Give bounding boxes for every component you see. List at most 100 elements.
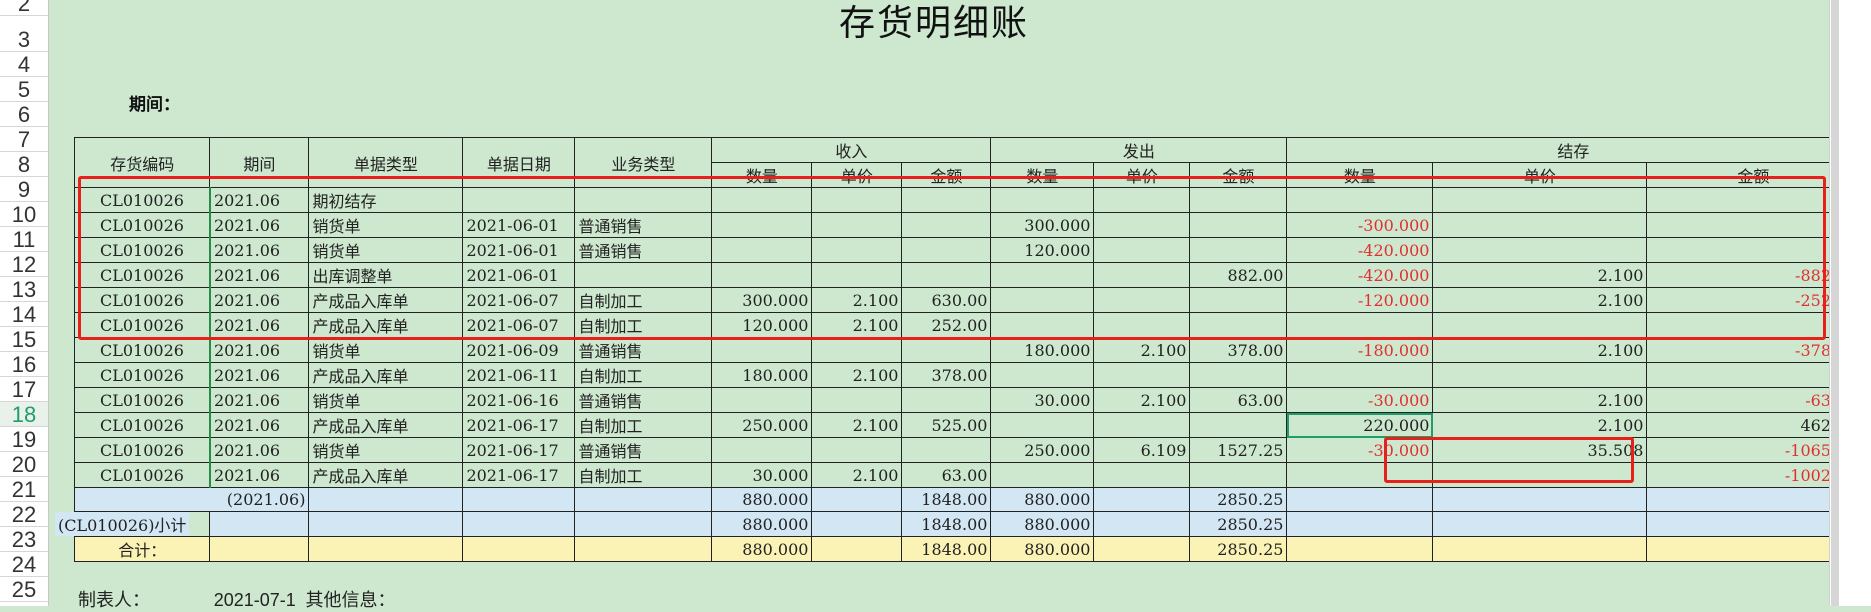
cell-doc-date[interactable]: 2021-06-01 (462, 262, 576, 288)
row-number[interactable]: 2 (0, 0, 48, 16)
row-number[interactable]: 11 (0, 227, 48, 252)
cell-doc-type[interactable]: 销货单 (308, 337, 464, 363)
cell-bal-amount[interactable]: -882.00 (1646, 262, 1861, 288)
subtotal-period-out-qty[interactable]: 880.000 (990, 487, 1095, 512)
col-header-bal-price[interactable]: 单价 (1432, 162, 1648, 188)
total-out-qty[interactable]: 880.000 (990, 536, 1095, 562)
cell-out-amount[interactable]: 378.00 (1189, 337, 1288, 363)
cell-out-qty[interactable] (990, 362, 1095, 388)
cell-in-price[interactable]: 2.100 (811, 412, 903, 438)
row-number[interactable]: 24 (0, 552, 48, 577)
cell-out-qty[interactable]: 30.000 (990, 387, 1095, 413)
cell-out-qty[interactable] (990, 262, 1095, 288)
cell-bal-price[interactable] (1432, 237, 1648, 263)
subtotal-item-out-qty[interactable]: 880.000 (990, 511, 1095, 537)
cell[interactable] (462, 487, 576, 512)
row-number[interactable]: 20 (0, 452, 48, 477)
cell-period[interactable]: 2021.06 (208, 337, 310, 363)
cell-bal-price[interactable] (1432, 187, 1648, 213)
cell-in-amount[interactable]: 378.00 (901, 362, 992, 388)
cell-out-price[interactable] (1093, 362, 1191, 388)
subtotal-item-out-amount[interactable]: 2850.25 (1189, 511, 1288, 537)
col-header-out-price[interactable]: 单价 (1093, 162, 1191, 188)
cell-biz-type[interactable]: 自制加工 (574, 462, 713, 488)
cell-out-price[interactable] (1093, 287, 1191, 313)
cell-out-amount[interactable]: 63.00 (1189, 387, 1288, 413)
cell-out-price[interactable] (1093, 212, 1191, 238)
subtotal-item-label[interactable]: (CL010026)小计 (53, 511, 191, 537)
cell-out-qty[interactable]: 120.000 (990, 237, 1095, 263)
cell-in-price[interactable]: 2.100 (811, 362, 903, 388)
cell[interactable] (1432, 487, 1648, 512)
cell-out-amount[interactable] (1189, 212, 1288, 238)
cell-in-amount[interactable] (901, 437, 992, 463)
cell-out-price[interactable]: 6.109 (1093, 437, 1191, 463)
cell-in-amount[interactable] (901, 187, 992, 213)
cell-bal-qty[interactable]: -180.000 (1286, 337, 1434, 363)
cell[interactable] (1286, 536, 1434, 562)
row-number[interactable]: 18 (0, 402, 48, 427)
cell-bal-price[interactable]: 35.508 (1432, 437, 1648, 463)
row-number[interactable]: 13 (0, 277, 48, 302)
cell-bal-amount[interactable]: -1002.25 (1646, 462, 1861, 488)
cell-bal-amount[interactable] (1646, 187, 1861, 213)
cell-doc-date[interactable]: 2021-06-09 (462, 337, 576, 363)
cell-biz-type[interactable] (574, 262, 713, 288)
cell-biz-type[interactable]: 普通销售 (574, 437, 713, 463)
cell-period[interactable]: 2021.06 (208, 287, 310, 313)
cell-out-qty[interactable]: 250.000 (990, 437, 1095, 463)
cell-period[interactable]: 2021.06 (208, 362, 310, 388)
cell-in-amount[interactable] (901, 337, 992, 363)
cell-bal-amount[interactable]: -378.00 (1646, 337, 1861, 363)
subtotal-period-label[interactable]: (2021.06) (73, 487, 310, 512)
cell-in-amount[interactable] (901, 212, 992, 238)
cell-in-price[interactable] (811, 212, 903, 238)
cell-out-amount[interactable] (1189, 312, 1288, 338)
cell-out-qty[interactable]: 180.000 (990, 337, 1095, 363)
cell[interactable] (209, 511, 310, 537)
cell[interactable] (1093, 511, 1191, 537)
cell-bal-price[interactable]: 2.100 (1432, 287, 1648, 313)
cell-out-amount[interactable]: 1527.25 (1189, 437, 1288, 463)
cell[interactable] (1432, 536, 1648, 562)
cell-in-price[interactable] (811, 262, 903, 288)
cell-code[interactable]: CL010026 (73, 437, 211, 463)
cell-in-price[interactable] (811, 437, 903, 463)
cell-bal-qty[interactable]: -30.000 (1286, 387, 1434, 413)
cell-bal-amount[interactable] (1646, 212, 1861, 238)
row-number[interactable]: 21 (0, 477, 48, 502)
col-group-out[interactable]: 发出 (990, 137, 1288, 163)
row-number[interactable]: 23 (0, 527, 48, 552)
col-header-code[interactable]: 存货编码 (73, 137, 211, 188)
cell[interactable] (308, 487, 464, 512)
row-number[interactable]: 17 (0, 377, 48, 402)
row-number[interactable]: 7 (0, 127, 48, 152)
cell-doc-type[interactable]: 出库调整单 (308, 262, 464, 288)
row-number[interactable]: 16 (0, 352, 48, 377)
cell-in-qty[interactable]: 250.000 (711, 412, 813, 438)
col-header-period[interactable]: 期间 (209, 137, 310, 188)
col-header-in-qty[interactable]: 数量 (711, 162, 813, 188)
row-number[interactable]: 25 (0, 577, 48, 602)
cell[interactable] (811, 487, 903, 512)
cell-bal-amount[interactable]: -1065.25 (1646, 437, 1861, 463)
cell-code[interactable]: CL010026 (73, 237, 211, 263)
cell-doc-type[interactable]: 产成品入库单 (308, 312, 464, 338)
cell-doc-date[interactable]: 2021-06-07 (462, 287, 576, 313)
col-header-out-qty[interactable]: 数量 (990, 162, 1095, 188)
cell-code[interactable]: CL010026 (73, 337, 211, 363)
cell-biz-type[interactable]: 普通销售 (574, 212, 713, 238)
col-group-balance[interactable]: 结存 (1286, 137, 1861, 163)
cell-in-price[interactable] (811, 387, 903, 413)
cell[interactable] (1646, 536, 1861, 562)
cell-bal-price[interactable]: 2.100 (1432, 387, 1648, 413)
cell-doc-type[interactable]: 产成品入库单 (308, 462, 464, 488)
cell-doc-date[interactable]: 2021-06-11 (462, 362, 576, 388)
cell-biz-type[interactable] (574, 187, 713, 213)
cell-biz-type[interactable]: 自制加工 (574, 362, 713, 388)
cell-in-qty[interactable]: 30.000 (711, 462, 813, 488)
cell-in-qty[interactable] (711, 187, 813, 213)
cell-out-qty[interactable] (990, 412, 1095, 438)
cell-out-price[interactable] (1093, 187, 1191, 213)
cell-out-price[interactable] (1093, 237, 1191, 263)
